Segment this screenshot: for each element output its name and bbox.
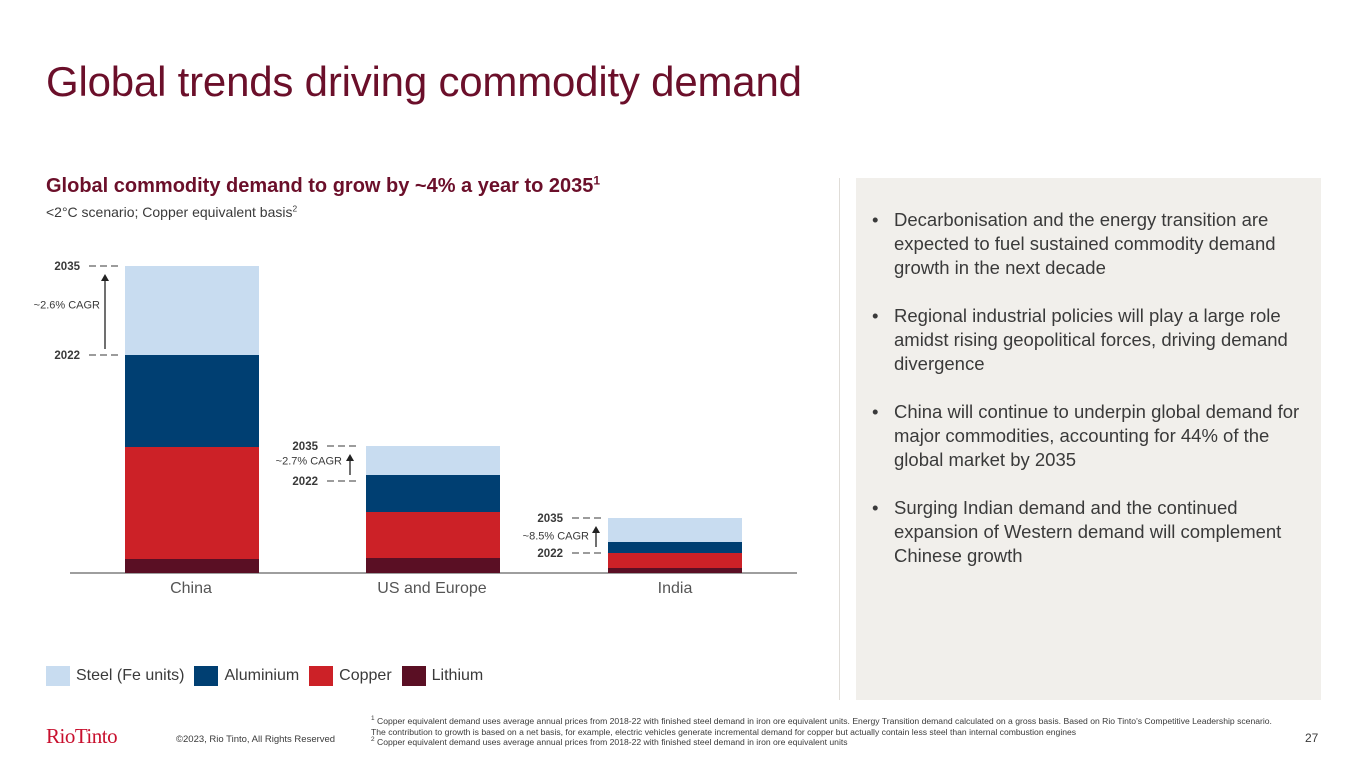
footnote-1: 1 Copper equivalent demand uses average … xyxy=(371,715,1276,737)
bar-china-aluminium xyxy=(125,355,259,447)
bullet-item: • Regional industrial policies will play … xyxy=(872,304,1312,376)
footnote-2-number: 2 xyxy=(371,736,375,744)
level-label-start: 2022 xyxy=(54,350,80,362)
level-label-end: 2035 xyxy=(54,261,80,273)
footnote-2-text: Copper equivalent demand uses average an… xyxy=(374,737,848,747)
footnote-2: 2 Copper equivalent demand uses average … xyxy=(371,736,1276,748)
legend-item-steel: Steel (Fe units) xyxy=(46,666,184,686)
bar-india-lithium xyxy=(608,568,742,573)
cagr-label: ~8.5% CAGR xyxy=(523,531,589,543)
vertical-divider xyxy=(839,178,840,700)
growth-arrow-head xyxy=(346,454,354,461)
bar-china-copper xyxy=(125,447,259,559)
category-label: India xyxy=(658,580,693,597)
bar-us-and-europe-aluminium xyxy=(366,475,500,512)
growth-arrow-head xyxy=(592,526,600,533)
cagr-label: ~2.7% CAGR xyxy=(276,456,342,468)
stacked-bar-chart: China US and Europe India 2035 2022 ~2.6% CAG… xyxy=(34,261,797,597)
bar-india-aluminium xyxy=(608,542,742,553)
bar-india-steel-fe-units xyxy=(608,518,742,542)
category-label: China xyxy=(170,580,212,597)
chart-subtitle-footnote-ref: 2 xyxy=(292,203,298,214)
legend-swatch xyxy=(309,666,334,686)
footnote-1-text: Copper equivalent demand uses average an… xyxy=(371,716,1272,737)
chart-title-text: Global commodity demand to grow by ~4% a… xyxy=(46,175,594,197)
bar-us-and-europe-lithium xyxy=(366,558,500,573)
copyright-text: ©2023, Rio Tinto, All Rights Reserved xyxy=(176,734,336,745)
commentary-panel: • Decarbonisation and the energy transiti… xyxy=(856,178,1321,700)
legend-label: Lithium xyxy=(431,667,484,684)
bar-china-steel-fe-units xyxy=(125,266,259,355)
rio-tinto-logo: RioTinto xyxy=(46,724,118,748)
growth-arrow-head xyxy=(101,274,109,281)
bar-china-lithium xyxy=(125,559,259,573)
level-label-end: 2035 xyxy=(292,441,318,453)
chart-subtitle-text: <2°C scenario; Copper equivalent basis xyxy=(46,204,293,220)
bullet-text: Regional industrial policies will play a… xyxy=(894,305,1288,374)
legend-label: Aluminium xyxy=(224,667,300,684)
bullet-dot: • xyxy=(872,209,879,230)
bullet-text: Surging Indian demand and the continued … xyxy=(894,497,1282,566)
cagr-label: ~2.6% CAGR xyxy=(34,300,100,312)
bullet-item: • Decarbonisation and the energy transiti… xyxy=(872,208,1312,280)
chart-title-footnote-ref: 1 xyxy=(593,173,601,188)
legend-swatch xyxy=(401,666,426,686)
footnote-1-number: 1 xyxy=(371,715,375,723)
bullet-text: Decarbonisation and the energy transitio… xyxy=(894,209,1276,278)
bullet-dot: • xyxy=(872,305,879,326)
category-label: US and Europe xyxy=(377,580,487,597)
bar-us-and-europe-copper xyxy=(366,512,500,558)
bar-india-copper xyxy=(608,553,742,568)
bullet-dot: • xyxy=(872,401,879,422)
page-title: Global trends driving commodity demand xyxy=(46,58,802,105)
bullet-list: • Decarbonisation and the energy transiti… xyxy=(872,208,1312,592)
legend-item-copper: Copper xyxy=(309,666,392,686)
chart-legend: Steel (Fe units) Aluminium Copper Lithiu… xyxy=(46,666,493,686)
footnotes: 1 Copper equivalent demand uses average … xyxy=(371,715,1276,748)
page-number: 27 xyxy=(1305,731,1319,745)
chart-subtitle: <2°C scenario; Copper equivalent basis2 xyxy=(46,204,297,220)
legend-label: Steel (Fe units) xyxy=(76,667,185,684)
bar-us-and-europe-steel-fe-units xyxy=(366,446,500,475)
chart-title: Global commodity demand to grow by ~4% a… xyxy=(46,173,601,198)
level-label-start: 2022 xyxy=(292,476,318,488)
legend-label: Copper xyxy=(339,667,392,684)
level-label-end: 2035 xyxy=(537,513,563,525)
legend-swatch xyxy=(194,666,219,686)
bullet-item: • Surging Indian demand and the continued… xyxy=(872,496,1312,568)
bullet-item: • China will continue to underpin global … xyxy=(872,400,1312,472)
bullet-dot: • xyxy=(872,497,879,518)
level-label-start: 2022 xyxy=(537,548,563,560)
legend-item-aluminium: Aluminium xyxy=(194,666,299,686)
legend-swatch xyxy=(46,666,70,686)
legend-item-lithium: Lithium xyxy=(401,666,484,686)
bullet-text: China will continue to underpin global d… xyxy=(894,401,1300,470)
